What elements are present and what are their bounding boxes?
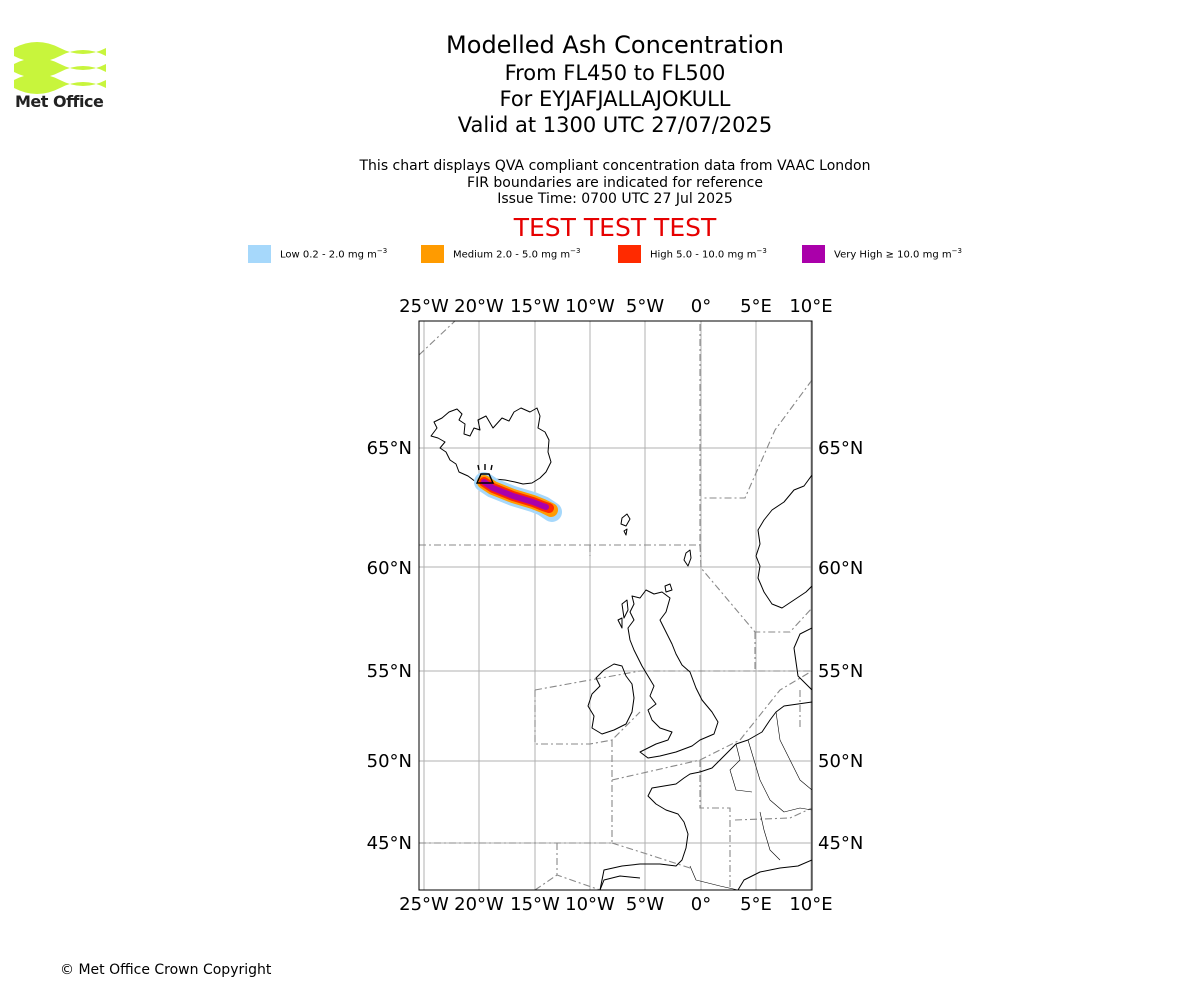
lon-label-top: 15°W: [510, 296, 560, 317]
copyright-notice: © Met Office Crown Copyright: [60, 962, 272, 978]
lon-label-top: 10°E: [789, 296, 832, 317]
volcano-icon: [475, 464, 495, 484]
faroe-coast: [620, 513, 631, 536]
lon-label-bottom: 10°W: [565, 894, 615, 915]
lon-label-bottom: 5°W: [626, 894, 664, 915]
lat-label-right: 60°N: [818, 558, 863, 579]
lon-label-bottom: 15°W: [510, 894, 560, 915]
legend-label-high: High 5.0 - 10.0 mg m: [650, 249, 757, 261]
iceland-coast: [430, 407, 552, 485]
flight-level-range: From FL450 to FL500: [504, 61, 726, 85]
test-banner: TEST TEST TEST: [513, 213, 717, 242]
lat-labels-left: 65°N 60°N 55°N 50°N 45°N: [367, 438, 412, 854]
chart-info: This chart displays QVA compliant concen…: [315, 158, 915, 208]
legend-label-low: Low 0.2 - 2.0 mg m: [280, 249, 377, 261]
lon-label-bottom: 5°E: [740, 894, 772, 915]
lat-label-left: 45°N: [367, 833, 412, 854]
lat-label-left: 55°N: [367, 661, 412, 682]
lon-label-bottom: 25°W: [399, 894, 449, 915]
ash-plume: [474, 472, 562, 522]
lon-label-bottom: 10°E: [789, 894, 832, 915]
lon-label-top: 5°W: [626, 296, 664, 317]
legend-swatch-high: [618, 245, 641, 263]
legend-item-very-high: Very High ≥ 10.0 mg m−3: [802, 244, 962, 264]
lat-label-left: 50°N: [367, 751, 412, 772]
legend: Low 0.2 - 2.0 mg m−3 Medium 2.0 - 5.0 mg…: [248, 244, 1008, 264]
valid-time: Valid at 1300 UTC 27/07/2025: [457, 113, 773, 137]
info-issue-time: Issue Time: 0700 UTC 27 Jul 2025: [497, 191, 733, 207]
info-fir: FIR boundaries are indicated for referen…: [467, 174, 763, 191]
lon-label-bottom: 20°W: [454, 894, 504, 915]
map-gridlines: [419, 321, 812, 890]
legend-swatch-medium: [421, 245, 444, 263]
legend-swatch-very-high: [802, 245, 825, 263]
legend-label-very-high: Very High ≥ 10.0 mg m: [834, 249, 952, 261]
lat-label-right: 50°N: [818, 751, 863, 772]
map-frame: [418, 320, 813, 891]
fir-boundaries: [419, 321, 812, 890]
volcano-name: For EYJAFJALLAJOKULL: [499, 87, 731, 111]
legend-swatch-low: [248, 245, 271, 263]
lon-label-top: 20°W: [454, 296, 504, 317]
lat-label-right: 65°N: [818, 438, 863, 459]
lat-label-right: 55°N: [818, 661, 863, 682]
legend-item-high: High 5.0 - 10.0 mg m−3: [618, 244, 767, 264]
legend-item-medium: Medium 2.0 - 5.0 mg m−3: [421, 244, 580, 264]
lon-labels-bottom: 25°W 20°W 15°W 10°W 5°W 0° 5°E 10°E: [399, 894, 832, 915]
met-office-logo-text: Met Office: [15, 92, 104, 111]
legend-item-low: Low 0.2 - 2.0 mg m−3: [248, 244, 387, 264]
lat-label-right: 45°N: [818, 833, 863, 854]
met-office-logo-waves: [14, 42, 106, 94]
norway-coast: [755, 474, 812, 609]
iberia-coast: [599, 875, 641, 890]
lat-label-left: 65°N: [367, 438, 412, 459]
coastlines: [430, 407, 812, 890]
chart-title: Modelled Ash Concentration: [446, 31, 784, 59]
europe-coast: [599, 701, 812, 890]
lon-label-top: 5°E: [740, 296, 772, 317]
legend-label-medium: Medium 2.0 - 5.0 mg m: [453, 249, 571, 261]
hebrides-coast: [617, 599, 629, 629]
lon-label-top: 0°: [691, 296, 711, 317]
lon-label-top: 10°W: [565, 296, 615, 317]
orkney-coast: [664, 583, 673, 593]
lon-labels-top: 25°W 20°W 15°W 10°W 5°W 0° 5°E 10°E: [399, 296, 832, 317]
lon-label-bottom: 0°: [691, 894, 711, 915]
lon-label-top: 25°W: [399, 296, 449, 317]
info-qva: This chart displays QVA compliant concen…: [359, 158, 871, 174]
ireland-coast: [587, 663, 635, 735]
mediterranean-coast: [737, 859, 812, 890]
lat-labels-right: 65°N 60°N 55°N 50°N 45°N: [818, 438, 863, 854]
shetland-coast: [683, 549, 692, 567]
lat-label-left: 60°N: [367, 558, 412, 579]
chart-titles: Modelled Ash Concentration From FL450 to…: [315, 30, 915, 138]
great-britain-coast: [627, 589, 719, 759]
denmark-coast: [793, 627, 812, 691]
